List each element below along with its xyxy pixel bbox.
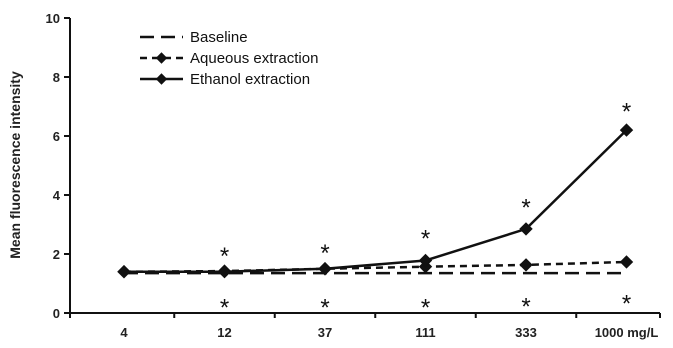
significance-star: * xyxy=(421,295,430,322)
legend: Baseline Aqueous extraction Ethanol extrac… xyxy=(140,29,318,88)
data-point xyxy=(117,264,131,279)
data-point xyxy=(217,264,232,279)
legend-label: Aqueous extraction xyxy=(190,50,318,67)
significance-star: * xyxy=(320,295,329,322)
significance-star: * xyxy=(521,194,530,221)
legend-label: Ethanol extraction xyxy=(190,71,310,88)
data-point xyxy=(619,123,634,137)
series-line-3 xyxy=(124,129,628,273)
y-ticks: 0 2 4 6 8 10 xyxy=(46,11,70,321)
significance-star: * xyxy=(220,295,229,322)
y-tick-label: 8 xyxy=(53,70,60,85)
y-tick-label: 0 xyxy=(53,306,60,321)
y-tick-label: 2 xyxy=(53,247,60,262)
series-group xyxy=(117,123,634,279)
y-tick-label: 6 xyxy=(53,129,60,144)
x-ticks: 4 12 37 111 333 1000 mg/L xyxy=(69,313,661,340)
significance-star: * xyxy=(220,243,229,270)
data-point xyxy=(418,253,433,268)
legend-marker xyxy=(155,52,168,64)
y-tick-label: 4 xyxy=(53,188,61,203)
annotations: * * * * * * * * * * xyxy=(220,99,631,322)
axes xyxy=(69,18,660,314)
x-tick-label: 111 xyxy=(415,325,435,340)
data-point xyxy=(519,222,533,236)
data-point xyxy=(619,255,634,269)
significance-star: * xyxy=(521,293,530,320)
legend-label: Baseline xyxy=(190,29,248,46)
significance-star: * xyxy=(622,290,631,317)
x-tick-label: 37 xyxy=(318,325,332,340)
y-axis-label: Mean fluorescence intensity xyxy=(7,71,23,259)
significance-star: * xyxy=(320,240,329,267)
x-tick-label: 333 xyxy=(515,325,537,340)
x-tick-label: 4 xyxy=(120,325,128,340)
x-tick-label: 1000 mg/L xyxy=(595,325,659,340)
legend-marker xyxy=(155,73,168,85)
x-tick-label: 12 xyxy=(217,325,231,340)
data-point xyxy=(318,262,332,276)
significance-star: * xyxy=(421,225,430,252)
data-point xyxy=(519,258,533,272)
y-tick-label: 10 xyxy=(46,11,60,26)
significance-star: * xyxy=(622,99,631,126)
